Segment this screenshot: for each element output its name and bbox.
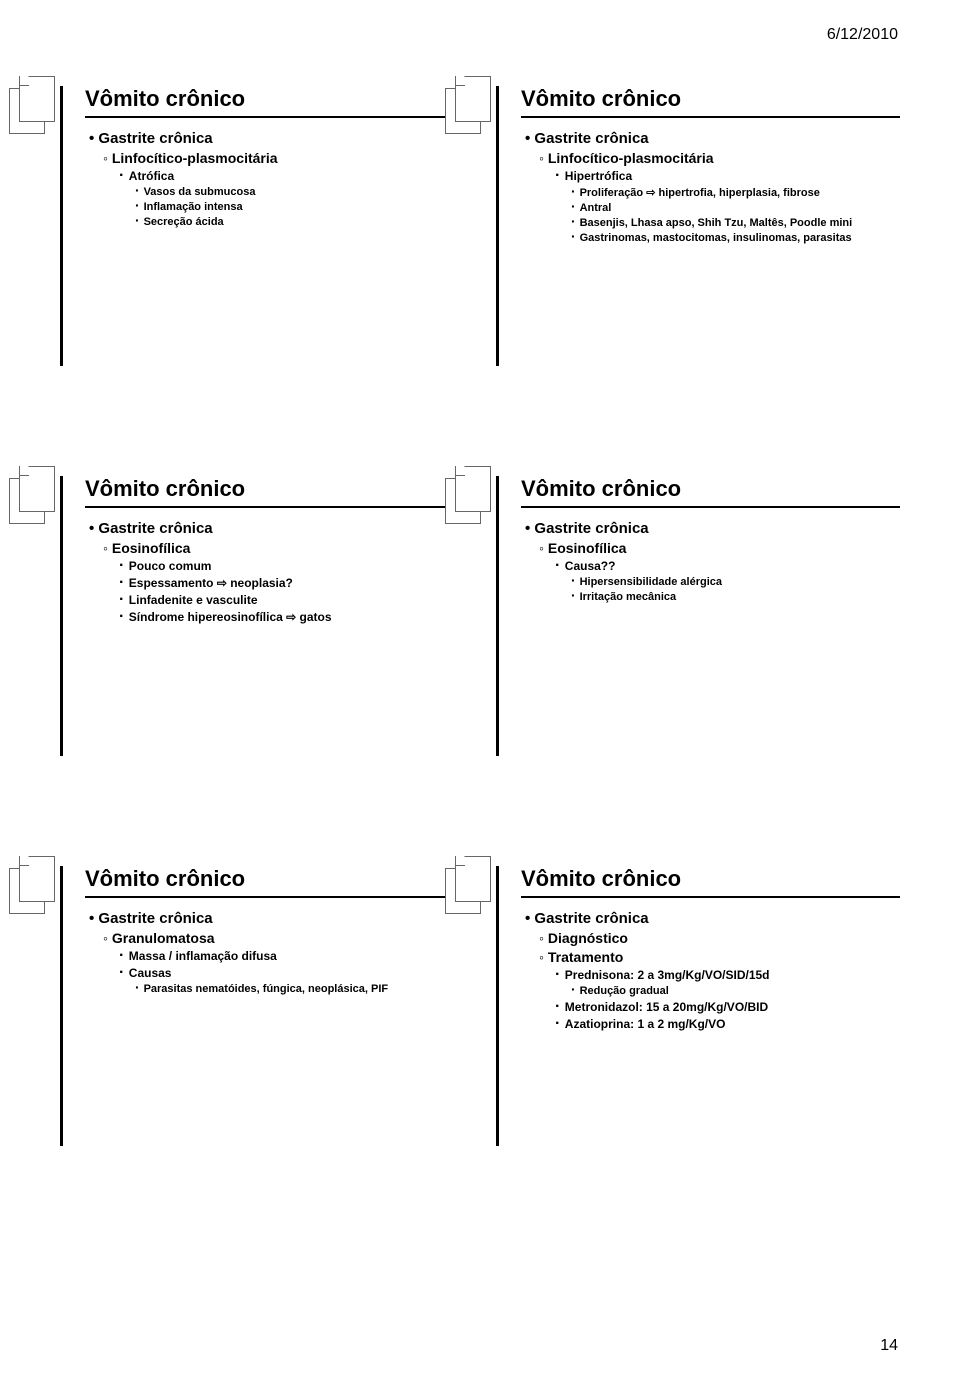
list-item: Pouco comum — [119, 559, 464, 573]
list-item: Inflamação intensa — [135, 201, 464, 213]
list-item: Diagnóstico — [539, 930, 900, 946]
list-item: Gastrite crônica — [89, 130, 464, 147]
list-item: Proliferação ⇨ hipertrofia, hiperplasia,… — [571, 186, 900, 199]
slide: Vômito crônico Gastrite crônica Linfocític… — [496, 86, 900, 366]
list-item: Atrófica — [119, 169, 464, 183]
list-item: Basenjis, Lhasa apso, Shih Tzu, Maltês, … — [571, 217, 900, 229]
slide-grid: Vômito crônico Gastrite crônica Linfocític… — [60, 86, 900, 1146]
list-item: Gastrite crônica — [525, 130, 900, 147]
list-item: Redução gradual — [571, 985, 900, 997]
list-item: Causas — [119, 966, 464, 980]
slide-title: Vômito crônico — [85, 86, 464, 112]
list-item: Secreção ácida — [135, 216, 464, 228]
list-item: Gastrite crônica — [89, 520, 464, 537]
slide: Vômito crônico Gastrite crônica Linfocític… — [60, 86, 464, 366]
list-item: Gastrite crônica — [525, 520, 900, 537]
list-item: Granulomatosa — [103, 930, 464, 946]
list-item: Hipersensibilidade alérgica — [571, 576, 900, 588]
title-separator — [85, 506, 464, 508]
paper-icon — [445, 466, 493, 526]
list-item: Linfadenite e vasculite — [119, 593, 464, 607]
paper-icon — [445, 856, 493, 916]
list-item: Eosinofílica — [539, 540, 900, 556]
list-item: Tratamento — [539, 949, 900, 965]
paper-icon — [445, 76, 493, 136]
list-item: Hipertrófica — [555, 169, 900, 183]
slide: Vômito crônico Gastrite crônica Eosinofíli… — [496, 476, 900, 756]
paper-icon — [9, 76, 57, 136]
list-item: Linfocítico-plasmocitária — [103, 150, 464, 166]
slide: Vômito crônico Gastrite crônica Granulomat… — [60, 866, 464, 1146]
slide-title: Vômito crônico — [521, 86, 900, 112]
slide: Vômito crônico Gastrite crônica Diagnóstic… — [496, 866, 900, 1146]
paper-icon — [9, 466, 57, 526]
list-item: Azatioprina: 1 a 2 mg/Kg/VO — [555, 1017, 900, 1031]
list-item: Parasitas nematóides, fúngica, neoplásic… — [135, 983, 464, 995]
list-item: Síndrome hipereosinofílica ⇨ gatos — [119, 610, 464, 624]
list-item: Irritação mecânica — [571, 591, 900, 603]
list-item: Antral — [571, 202, 900, 214]
page-number: 14 — [880, 1337, 898, 1355]
list-item: Prednisona: 2 a 3mg/Kg/VO/SID/15d — [555, 968, 900, 982]
list-item: Vasos da submucosa — [135, 186, 464, 198]
list-item: Metronidazol: 15 a 20mg/Kg/VO/BID — [555, 1000, 900, 1014]
title-separator — [521, 116, 900, 118]
slide: Vômito crônico Gastrite crônica Eosinofíli… — [60, 476, 464, 756]
list-item: Massa / inflamação difusa — [119, 949, 464, 963]
list-item: Gastrite crônica — [525, 910, 900, 927]
slide-title: Vômito crônico — [85, 866, 464, 892]
slide-title: Vômito crônico — [85, 476, 464, 502]
page-date: 6/12/2010 — [827, 26, 898, 44]
title-separator — [521, 896, 900, 898]
list-item: Linfocítico-plasmocitária — [539, 150, 900, 166]
paper-icon — [9, 856, 57, 916]
list-item: Espessamento ⇨ neoplasia? — [119, 576, 464, 590]
title-separator — [85, 116, 464, 118]
list-item: Causa?? — [555, 559, 900, 573]
slide-title: Vômito crônico — [521, 476, 900, 502]
title-separator — [85, 896, 464, 898]
slide-title: Vômito crônico — [521, 866, 900, 892]
list-item: Eosinofílica — [103, 540, 464, 556]
list-item: Gastrinomas, mastocitomas, insulinomas, … — [571, 232, 900, 244]
list-item: Gastrite crônica — [89, 910, 464, 927]
title-separator — [521, 506, 900, 508]
